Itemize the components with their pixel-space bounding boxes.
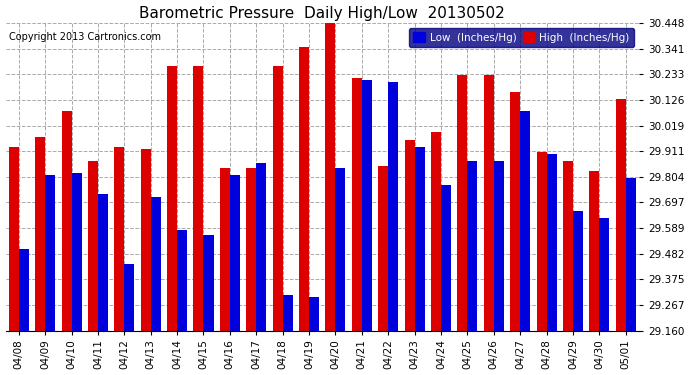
Bar xyxy=(72,173,81,330)
Bar xyxy=(88,161,98,330)
Bar xyxy=(220,168,230,330)
Bar xyxy=(177,230,187,330)
Bar xyxy=(9,147,19,330)
Legend: Low  (Inches/Hg), High  (Inches/Hg): Low (Inches/Hg), High (Inches/Hg) xyxy=(408,28,633,47)
Bar xyxy=(273,66,283,330)
Bar xyxy=(326,20,335,330)
Bar xyxy=(589,171,600,330)
Bar xyxy=(124,264,135,330)
Bar xyxy=(546,154,557,330)
Bar xyxy=(193,66,204,330)
Bar xyxy=(141,149,150,330)
Bar xyxy=(299,46,309,330)
Bar xyxy=(45,176,55,330)
Bar xyxy=(467,161,477,330)
Bar xyxy=(61,111,72,330)
Bar xyxy=(167,66,177,330)
Bar xyxy=(204,235,213,330)
Bar xyxy=(441,185,451,330)
Bar xyxy=(283,295,293,330)
Bar xyxy=(494,161,504,330)
Bar xyxy=(404,140,415,330)
Bar xyxy=(520,111,530,330)
Bar xyxy=(378,166,388,330)
Bar xyxy=(615,99,626,330)
Bar xyxy=(563,161,573,330)
Bar xyxy=(626,178,635,330)
Bar xyxy=(98,195,108,330)
Bar xyxy=(150,197,161,330)
Bar xyxy=(388,82,398,330)
Bar xyxy=(35,137,45,330)
Bar xyxy=(415,147,424,330)
Bar xyxy=(230,176,240,330)
Bar xyxy=(431,132,441,330)
Bar xyxy=(246,168,256,330)
Bar xyxy=(352,78,362,330)
Bar xyxy=(573,211,583,330)
Title: Barometric Pressure  Daily High/Low  20130502: Barometric Pressure Daily High/Low 20130… xyxy=(139,6,505,21)
Bar xyxy=(457,75,467,330)
Bar xyxy=(309,297,319,330)
Bar xyxy=(510,92,520,330)
Bar xyxy=(600,218,609,330)
Bar xyxy=(362,80,372,330)
Bar xyxy=(537,152,546,330)
Text: Copyright 2013 Cartronics.com: Copyright 2013 Cartronics.com xyxy=(9,32,161,42)
Bar xyxy=(256,164,266,330)
Bar xyxy=(115,147,124,330)
Bar xyxy=(484,75,494,330)
Bar xyxy=(19,249,29,330)
Bar xyxy=(335,168,346,330)
